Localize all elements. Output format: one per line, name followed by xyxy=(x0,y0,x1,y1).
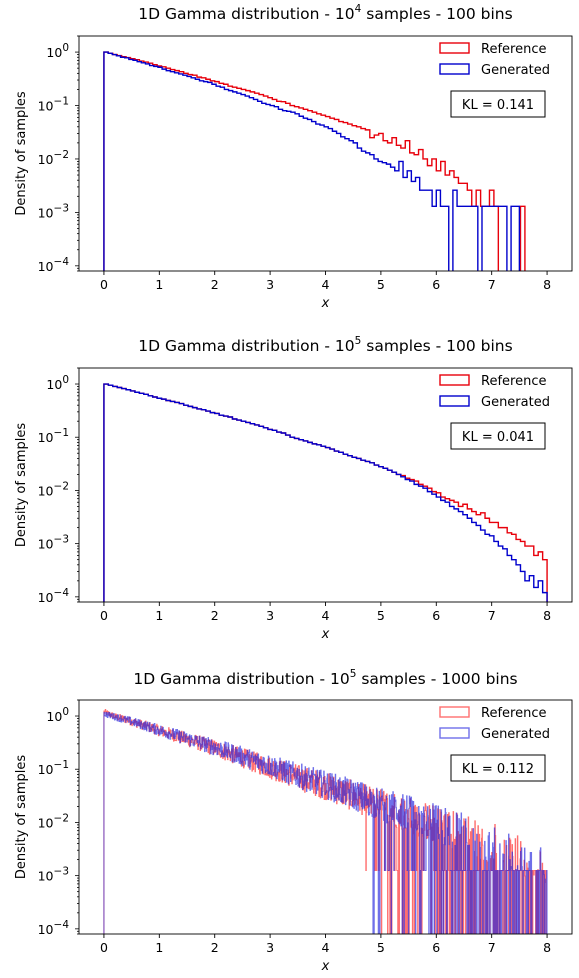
legend-swatch-reference xyxy=(439,706,470,718)
y-tick-label: 10−2 xyxy=(38,149,69,167)
chart-panel-2: 0 1 2 3 4 5 6 7 8 100 10−1 10−2 10−3 10−4 1D Gamma dis… xyxy=(14,335,573,642)
y-tick-label: 10−1 xyxy=(38,427,69,445)
y-tick-label: 10−3 xyxy=(38,202,69,220)
legend-label-generated: Generated xyxy=(481,63,550,78)
x-tick-label: 5 xyxy=(377,608,385,623)
y-tick-label: 10−4 xyxy=(38,919,70,937)
x-tick-label: 4 xyxy=(322,277,330,292)
x-tick-label: 4 xyxy=(322,940,330,955)
y-axis-label: Density of samples xyxy=(14,755,29,879)
legend-label-reference: Reference xyxy=(481,706,546,721)
kl-text: KL = 0.141 xyxy=(462,98,534,113)
plot-area xyxy=(103,51,526,271)
y-tick-label: 10−2 xyxy=(38,480,69,498)
x-tick-label: 2 xyxy=(211,277,219,292)
kl-annotation: KL = 0.141 xyxy=(450,90,546,118)
y-tick-label: 10−3 xyxy=(38,866,69,884)
x-tick-label: 1 xyxy=(155,277,163,292)
x-tick-label: 6 xyxy=(432,608,440,623)
series-generated-step xyxy=(103,383,548,602)
chart-title: 1D Gamma distribution - 105 samples - 10… xyxy=(133,668,517,688)
chart-title: 1D Gamma distribution - 104 samples - 10… xyxy=(138,3,512,23)
x-tick-label: 8 xyxy=(543,940,551,955)
plot-area xyxy=(103,383,548,602)
legend-swatch-reference xyxy=(439,374,470,386)
kl-box xyxy=(450,90,546,118)
x-tick-label: 4 xyxy=(322,608,330,623)
x-tick-label: 2 xyxy=(211,940,219,955)
legend: Reference Generated xyxy=(439,706,550,742)
x-tick-label: 8 xyxy=(543,277,551,292)
x-tick-label: 2 xyxy=(211,608,219,623)
x-tick-label: 0 xyxy=(100,940,108,955)
y-tick-label: 100 xyxy=(46,706,69,724)
x-tick-label: 8 xyxy=(543,608,551,623)
series-generated-step xyxy=(103,711,548,934)
x-axis-label: x xyxy=(321,627,330,642)
x-tick-label: 7 xyxy=(488,940,496,955)
legend: Reference Generated xyxy=(439,374,550,410)
y-tick-label: 100 xyxy=(46,42,69,60)
chart-panel-3: 0 1 2 3 4 5 6 7 8 100 10−1 10−2 10−3 10−4 1D Gamma dis… xyxy=(14,668,573,974)
series-reference-step xyxy=(103,383,548,602)
x-tick-label: 0 xyxy=(100,608,108,623)
y-tick-label: 10−1 xyxy=(38,759,69,777)
kl-box xyxy=(450,754,546,782)
x-tick-label: 1 xyxy=(155,940,163,955)
x-tick-label: 5 xyxy=(377,277,385,292)
chart-panel-1: 0 1 2 3 4 5 6 7 8 100 10−1 10−2 10−3 10−4 1D Gamma dis… xyxy=(14,3,573,311)
legend-swatch-reference xyxy=(439,42,470,54)
legend-label-generated: Generated xyxy=(481,727,550,742)
kl-box xyxy=(450,422,546,450)
kl-text: KL = 0.112 xyxy=(462,762,534,777)
y-tick-label: 100 xyxy=(46,374,69,392)
y-axis-label: Density of samples xyxy=(14,423,29,547)
legend-label-generated: Generated xyxy=(481,395,550,410)
x-tick-label: 6 xyxy=(432,940,440,955)
chart-title: 1D Gamma distribution - 105 samples - 10… xyxy=(138,335,512,355)
x-tick-label: 3 xyxy=(266,608,274,623)
series-generated-step xyxy=(103,51,521,271)
series-reference-step xyxy=(103,51,526,271)
x-tick-label: 6 xyxy=(432,277,440,292)
x-axis-label: x xyxy=(321,959,330,974)
x-tick-label: 3 xyxy=(266,940,274,955)
legend-swatch-generated xyxy=(439,727,470,739)
kl-text: KL = 0.041 xyxy=(462,430,534,445)
x-tick-label: 5 xyxy=(377,940,385,955)
x-tick-label: 1 xyxy=(155,608,163,623)
y-tick-label: 10−4 xyxy=(38,256,70,274)
x-tick-label: 7 xyxy=(488,277,496,292)
kl-annotation: KL = 0.112 xyxy=(450,754,546,782)
x-tick-label: 3 xyxy=(266,277,274,292)
plot-area xyxy=(103,709,548,934)
y-tick-label: 10−1 xyxy=(38,96,69,114)
legend: Reference Generated xyxy=(439,42,550,78)
legend-label-reference: Reference xyxy=(481,374,546,389)
y-tick-label: 10−3 xyxy=(38,534,69,552)
y-tick-label: 10−2 xyxy=(38,812,69,830)
y-tick-label: 10−4 xyxy=(38,587,70,605)
legend-swatch-generated xyxy=(439,63,470,75)
legend-swatch-generated xyxy=(439,395,470,407)
x-axis-label: x xyxy=(321,296,330,311)
y-axis-label: Density of samples xyxy=(14,91,29,215)
legend-label-reference: Reference xyxy=(481,42,546,57)
x-tick-label: 7 xyxy=(488,608,496,623)
x-tick-label: 0 xyxy=(100,277,108,292)
kl-annotation: KL = 0.041 xyxy=(450,422,546,450)
